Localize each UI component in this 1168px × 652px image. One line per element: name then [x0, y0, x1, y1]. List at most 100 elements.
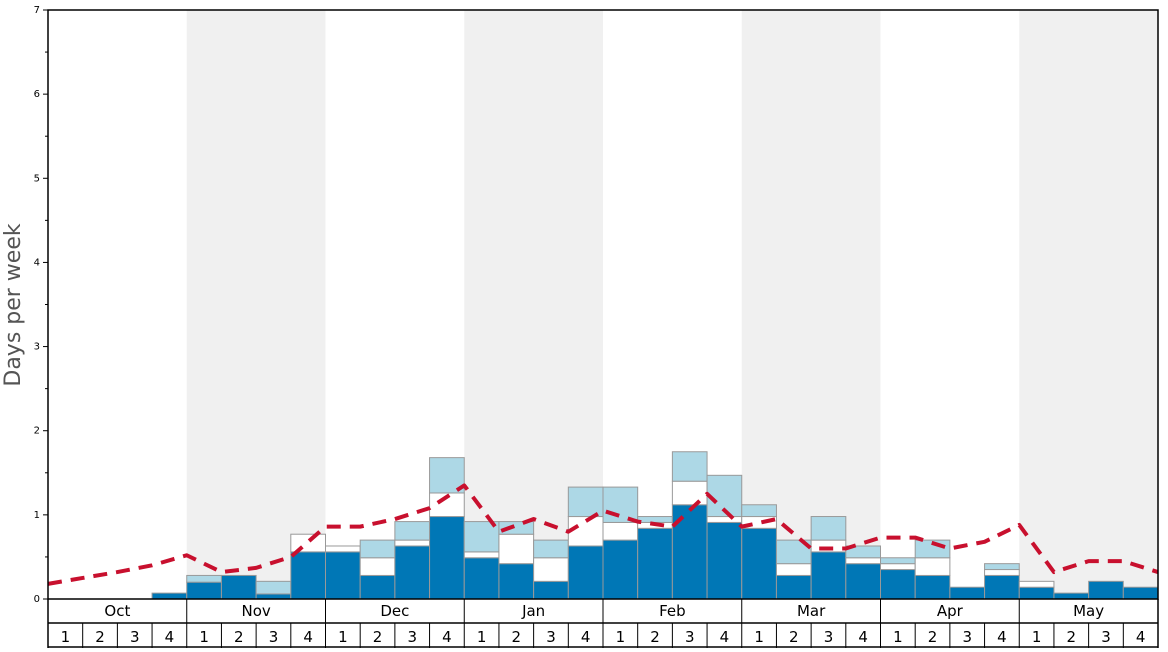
bar-middle-22: [776, 564, 811, 576]
bar-light-5: [187, 575, 222, 582]
bar-dark-28: [985, 575, 1020, 599]
bar-dark-21: [742, 528, 777, 599]
y-tick-label-3: 3: [34, 342, 40, 353]
bar-middle-20: [707, 517, 742, 523]
week-label-30: 2: [1067, 628, 1077, 646]
month-shade-nov: [187, 10, 326, 599]
week-label-28: 4: [997, 628, 1007, 646]
month-label-feb: Feb: [659, 602, 686, 620]
y-tick-label-1: 1: [34, 510, 40, 521]
week-label-26: 2: [928, 628, 938, 646]
bar-middle-25: [881, 564, 916, 570]
bar-light-11: [395, 522, 430, 541]
bar-light-21: [742, 505, 777, 517]
bar-middle-17: [603, 522, 638, 540]
bar-dark-8: [291, 552, 326, 599]
week-label-19: 3: [685, 628, 695, 646]
bar-light-17: [603, 487, 638, 522]
week-label-21: 1: [754, 628, 764, 646]
week-label-23: 3: [824, 628, 834, 646]
bar-dark-30: [1054, 593, 1089, 599]
week-label-8: 4: [303, 628, 313, 646]
week-label-3: 3: [130, 628, 140, 646]
bar-dark-16: [568, 546, 603, 599]
bar-dark-13: [464, 558, 499, 599]
bar-middle-28: [985, 570, 1020, 576]
y-tick-label-4: 4: [34, 257, 40, 268]
bar-middle-24: [846, 558, 881, 564]
bar-dark-14: [499, 564, 534, 599]
week-label-18: 2: [650, 628, 660, 646]
month-label-may: May: [1073, 602, 1104, 620]
y-tick-label-5: 5: [34, 173, 40, 184]
week-label-31: 3: [1101, 628, 1111, 646]
bar-dark-4: [152, 593, 187, 599]
bar-middle-8: [291, 534, 326, 552]
week-label-11: 3: [407, 628, 417, 646]
bar-dark-26: [915, 575, 950, 599]
month-label-oct: Oct: [104, 602, 130, 620]
week-label-17: 1: [616, 628, 626, 646]
bar-middle-14: [499, 534, 534, 563]
bar-dark-24: [846, 564, 881, 599]
week-label-14: 2: [512, 628, 522, 646]
week-label-15: 3: [546, 628, 556, 646]
y-tick-label-7: 7: [34, 5, 40, 16]
bar-light-15: [534, 540, 569, 558]
week-label-4: 4: [165, 628, 175, 646]
week-label-24: 4: [858, 628, 868, 646]
bar-dark-32: [1123, 587, 1158, 599]
bar-light-28: [985, 564, 1020, 570]
bar-dark-19: [672, 505, 707, 599]
week-label-22: 2: [789, 628, 799, 646]
bar-dark-29: [1019, 587, 1054, 599]
bar-middle-11: [395, 540, 430, 546]
bar-light-18: [638, 517, 673, 523]
week-label-9: 1: [338, 628, 348, 646]
bar-dark-11: [395, 546, 430, 599]
week-label-1: 1: [61, 628, 71, 646]
bar-dark-27: [950, 587, 985, 599]
bar-dark-20: [707, 522, 742, 599]
bar-dark-18: [638, 528, 673, 599]
week-label-5: 1: [199, 628, 209, 646]
bar-light-16: [568, 487, 603, 516]
y-tick-label-6: 6: [34, 89, 40, 100]
bar-light-19: [672, 452, 707, 481]
month-label-nov: Nov: [241, 602, 270, 620]
bar-middle-26: [915, 558, 950, 576]
bar-middle-15: [534, 558, 569, 582]
bar-dark-6: [221, 575, 256, 599]
week-label-6: 2: [234, 628, 244, 646]
y-tick-label-0: 0: [34, 594, 40, 605]
week-label-16: 4: [581, 628, 591, 646]
week-label-2: 2: [95, 628, 105, 646]
month-label-mar: Mar: [797, 602, 826, 620]
week-label-12: 4: [442, 628, 452, 646]
week-label-27: 3: [962, 628, 972, 646]
bar-dark-12: [430, 517, 465, 599]
month-label-jan: Jan: [521, 602, 545, 620]
week-label-7: 3: [269, 628, 279, 646]
week-label-25: 1: [893, 628, 903, 646]
bar-light-7: [256, 581, 291, 594]
bar-dark-31: [1089, 581, 1124, 599]
bar-dark-9: [326, 552, 361, 599]
bar-middle-10: [360, 558, 395, 576]
y-tick-label-2: 2: [34, 426, 40, 437]
bar-dark-15: [534, 581, 569, 599]
bar-middle-9: [326, 546, 361, 552]
bar-dark-5: [187, 582, 222, 599]
bar-light-10: [360, 540, 395, 558]
week-label-13: 1: [477, 628, 487, 646]
week-label-32: 4: [1136, 628, 1146, 646]
month-label-apr: Apr: [937, 602, 964, 620]
bar-dark-10: [360, 575, 395, 599]
week-label-29: 1: [1032, 628, 1042, 646]
month-shade-may: [1019, 10, 1158, 599]
bar-middle-16: [568, 517, 603, 546]
bar-middle-19: [672, 481, 707, 505]
